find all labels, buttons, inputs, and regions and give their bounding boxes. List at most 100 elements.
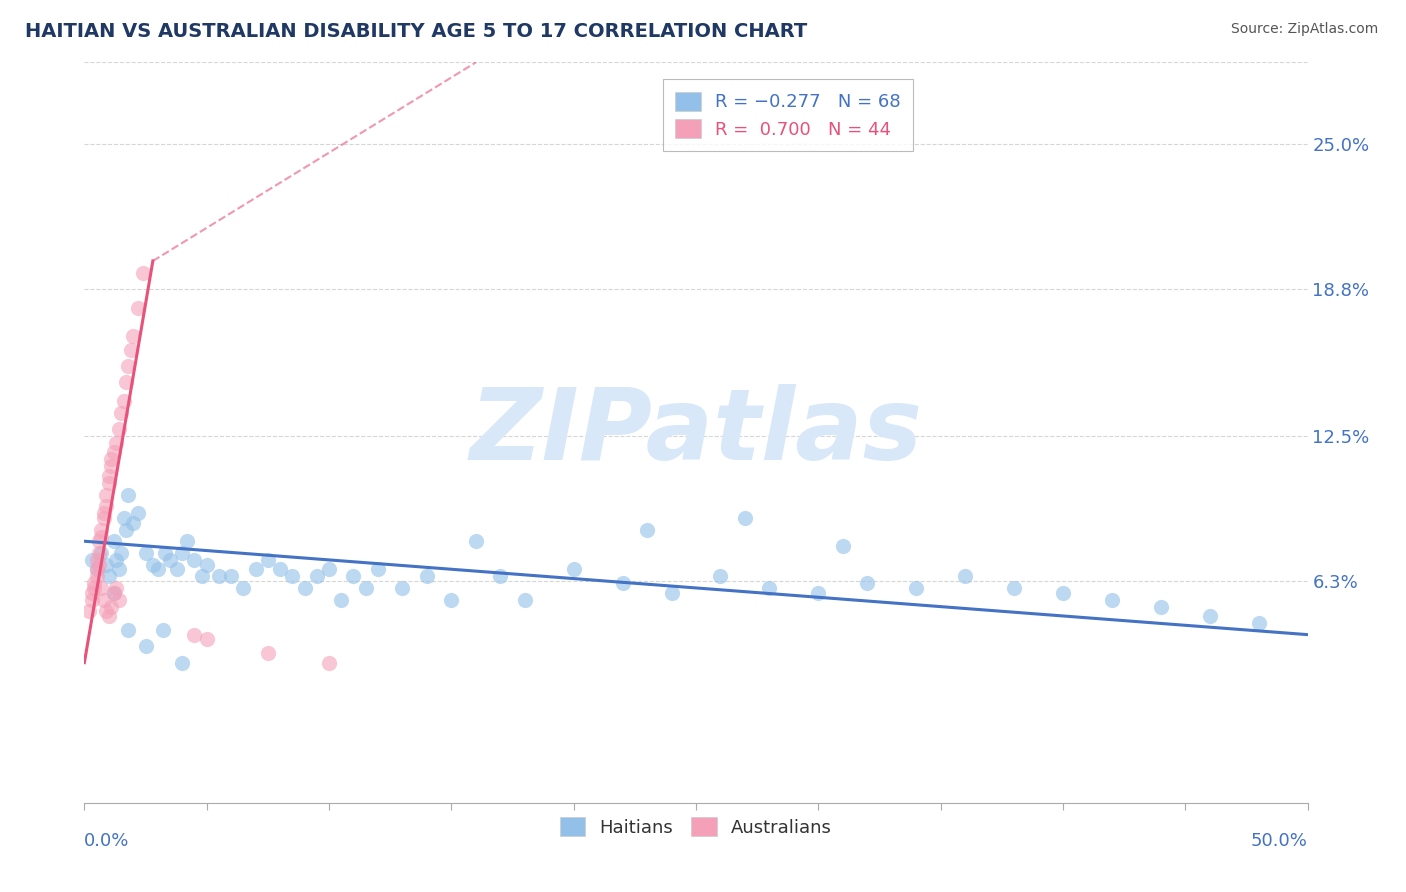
Point (97, 475, 120, 490)
Point (86, 562, 108, 576)
Point (87, 534, 110, 549)
Point (112, 394, 135, 409)
Point (257, 553, 280, 567)
Point (281, 569, 304, 583)
Point (103, 445, 125, 459)
Point (122, 328, 145, 343)
Point (115, 376, 138, 390)
Point (80, 592, 103, 607)
Point (367, 562, 389, 576)
Point (159, 553, 181, 567)
Point (734, 511, 756, 525)
Point (1198, 609, 1220, 624)
Point (110, 546, 132, 560)
Point (110, 406, 132, 420)
Point (245, 562, 267, 576)
Point (661, 585, 683, 599)
Point (195, 558, 218, 572)
Point (117, 359, 139, 373)
Point (97, 468, 120, 483)
Point (120, 343, 142, 357)
Point (191, 569, 214, 583)
Point (391, 581, 413, 595)
Point (96, 604, 118, 618)
Point (195, 632, 218, 647)
Point (103, 585, 125, 599)
Point (115, 523, 138, 537)
Point (464, 534, 486, 549)
Point (152, 623, 174, 637)
Point (342, 569, 364, 583)
Point (105, 553, 128, 567)
Text: 50.0%: 50.0% (1251, 832, 1308, 850)
Point (96, 487, 118, 501)
Point (305, 569, 328, 583)
Point (97, 569, 120, 583)
Point (87, 546, 110, 560)
Point (86, 562, 108, 576)
Point (87, 558, 110, 572)
Point (83, 581, 105, 595)
Point (97, 609, 120, 624)
Point (318, 562, 340, 576)
Point (1247, 615, 1270, 630)
Legend: Haitians, Australians: Haitians, Australians (551, 807, 841, 846)
Point (117, 623, 139, 637)
Point (77, 604, 100, 618)
Point (176, 534, 198, 549)
Point (257, 646, 280, 660)
Point (953, 569, 976, 583)
Point (709, 569, 731, 583)
Point (83, 576, 105, 591)
Point (86, 569, 108, 583)
Point (100, 599, 122, 614)
Point (146, 562, 169, 576)
Point (107, 562, 129, 576)
Point (636, 523, 658, 537)
Point (416, 569, 439, 583)
Text: ZIPatlas: ZIPatlas (470, 384, 922, 481)
Point (93, 592, 115, 607)
Point (86, 553, 108, 567)
Point (96, 499, 118, 513)
Point (330, 592, 353, 607)
Point (183, 553, 205, 567)
Point (172, 546, 194, 560)
Point (80, 585, 103, 599)
Point (103, 585, 125, 599)
Point (219, 569, 242, 583)
Text: Source: ZipAtlas.com: Source: ZipAtlas.com (1230, 22, 1378, 37)
Point (107, 592, 129, 607)
Point (96, 558, 118, 572)
Point (831, 539, 853, 553)
Point (90, 523, 112, 537)
Point (1052, 585, 1074, 599)
Point (318, 656, 340, 670)
Point (132, 266, 155, 280)
Point (80, 553, 103, 567)
Point (107, 422, 129, 436)
Point (758, 581, 780, 595)
Point (208, 569, 231, 583)
Text: HAITIAN VS AUSTRALIAN DISABILITY AGE 5 TO 17 CORRELATION CHART: HAITIAN VS AUSTRALIAN DISABILITY AGE 5 T… (25, 22, 807, 41)
Text: 0.0%: 0.0% (84, 832, 129, 850)
Point (807, 585, 830, 599)
Point (135, 546, 157, 560)
Point (153, 546, 176, 560)
Point (172, 656, 194, 670)
Point (513, 592, 536, 607)
Point (183, 627, 205, 641)
Point (562, 562, 585, 576)
Point (90, 546, 112, 560)
Point (112, 511, 135, 525)
Point (166, 562, 188, 576)
Point (612, 576, 634, 591)
Point (1101, 592, 1123, 607)
Point (440, 592, 463, 607)
Point (103, 534, 125, 549)
Point (905, 581, 928, 595)
Point (232, 581, 254, 595)
Point (122, 516, 145, 530)
Point (100, 459, 122, 474)
Point (105, 581, 128, 595)
